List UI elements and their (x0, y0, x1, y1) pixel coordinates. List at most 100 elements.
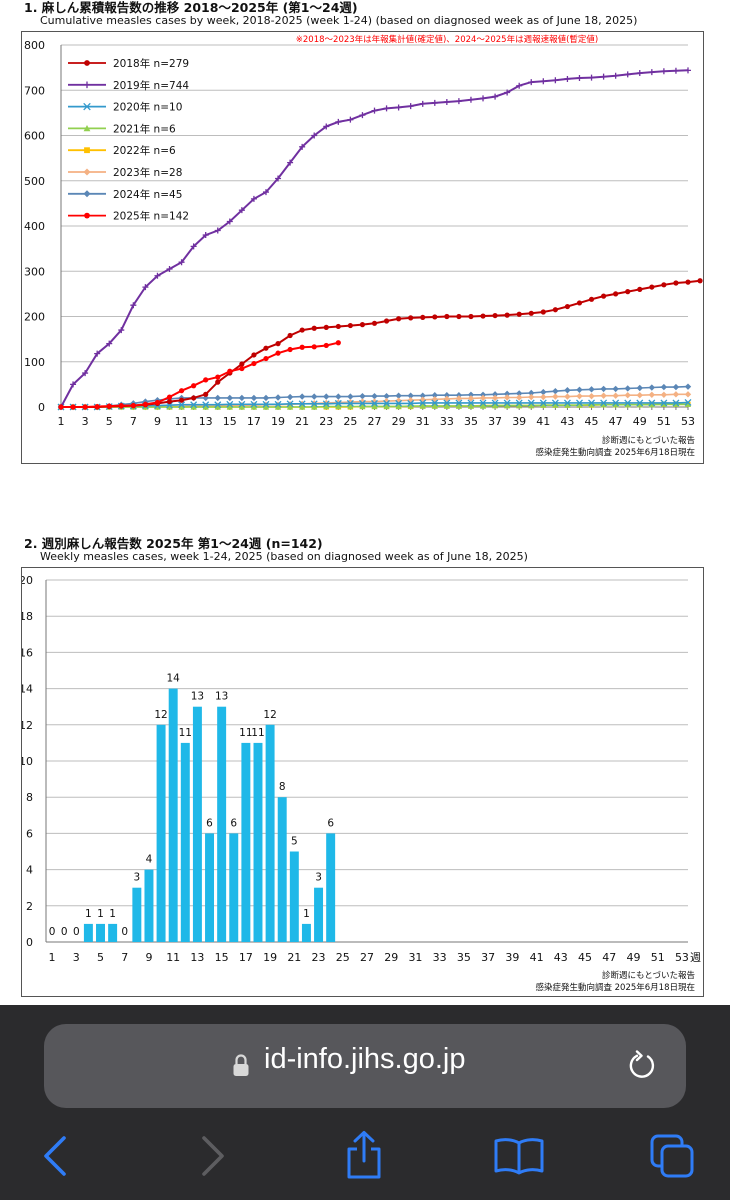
x-tick-label: 13 (199, 415, 213, 428)
bar (168, 688, 178, 942)
data-point (636, 70, 643, 77)
data-point (600, 293, 607, 299)
data-point (371, 399, 378, 407)
data-point (588, 74, 595, 81)
bar (314, 887, 324, 942)
data-point (94, 350, 101, 357)
data-point (82, 404, 88, 410)
forward-icon[interactable] (198, 1134, 228, 1178)
data-point (226, 394, 234, 402)
data-point (178, 397, 185, 403)
data-point (106, 403, 112, 409)
data-point (685, 67, 691, 74)
data-point (226, 400, 234, 408)
data-point (443, 99, 450, 106)
bar (205, 833, 215, 942)
data-point (191, 383, 197, 389)
bar-value-label: 1 (303, 908, 310, 920)
data-point (202, 401, 210, 409)
data-point (660, 401, 667, 407)
y-tick-label: 6 (26, 827, 33, 840)
data-point (94, 403, 100, 410)
data-point (262, 403, 270, 410)
data-point (202, 232, 209, 239)
bar-value-label: 1 (85, 908, 92, 920)
data-point (154, 272, 161, 279)
data-point (335, 403, 342, 410)
data-point (660, 383, 668, 391)
data-point (491, 402, 499, 409)
data-point (347, 393, 354, 400)
data-point (612, 385, 619, 393)
x-tick-label: 43 (560, 415, 574, 428)
address-bar[interactable] (44, 1024, 686, 1108)
data-point (359, 392, 366, 400)
bar (96, 923, 105, 942)
data-point (419, 402, 426, 409)
chart2-title: 2. 週別麻しん報告数 2025年 第1～24週 (n=142) (24, 536, 323, 551)
data-point (214, 403, 221, 410)
data-point (431, 99, 438, 106)
x-tick-label: 31 (408, 951, 422, 964)
tabs-icon[interactable] (648, 1132, 696, 1178)
data-point (467, 399, 475, 407)
data-point (467, 402, 475, 409)
series-line (60, 69, 689, 408)
data-point (323, 342, 329, 349)
share-icon[interactable] (342, 1130, 386, 1180)
data-point (286, 400, 294, 408)
data-point (636, 384, 643, 392)
data-point (552, 393, 559, 400)
data-point (299, 344, 305, 350)
data-point (383, 403, 390, 410)
data-point (82, 370, 89, 377)
data-point (226, 403, 233, 410)
data-point (540, 388, 547, 396)
data-point (395, 104, 402, 111)
data-point (624, 399, 632, 407)
x-tick-label: 17 (247, 415, 261, 428)
data-point (335, 393, 342, 400)
legend-label: 2021年 n=6 (113, 122, 176, 135)
x-tick-label: 41 (530, 951, 544, 964)
data-point (214, 401, 222, 409)
bar-value-label: 0 (121, 926, 128, 938)
data-point (191, 395, 197, 401)
data-point (323, 393, 330, 400)
data-point (588, 296, 595, 302)
data-point (648, 384, 656, 391)
data-point (552, 77, 559, 84)
url-text[interactable]: id-info.jihs.go.jp (264, 1043, 466, 1075)
data-point (203, 391, 209, 397)
data-point (600, 73, 607, 80)
data-point (311, 344, 317, 350)
data-point (444, 313, 450, 320)
y-tick-label: 800 (24, 39, 45, 52)
x-tick-label: 53 (681, 415, 695, 428)
chart1-title: 1. 麻しん累積報告数の推移 2018～2025年 (第1～24週) (24, 0, 358, 15)
back-icon[interactable] (40, 1134, 70, 1178)
x-tick-label: 5 (106, 415, 113, 428)
x-tick-label: 23 (312, 951, 326, 964)
x-tick-label: 17 (239, 951, 253, 964)
data-point (166, 403, 173, 410)
bar (289, 851, 299, 942)
x-tick-label: 45 (585, 415, 599, 428)
x-tick-label: 11 (175, 415, 189, 428)
data-point (311, 325, 317, 331)
data-point (383, 392, 390, 400)
data-point (564, 387, 571, 394)
data-point (479, 399, 487, 407)
data-point (395, 399, 403, 407)
data-point (612, 392, 619, 399)
reload-icon[interactable] (626, 1050, 658, 1082)
bar-value-label: 6 (230, 817, 237, 829)
data-point (70, 404, 76, 410)
x-tick-label: 43 (554, 951, 568, 964)
bookmarks-icon[interactable] (492, 1136, 546, 1176)
data-point (287, 346, 293, 353)
data-point (672, 401, 680, 407)
data-point (419, 392, 426, 399)
data-point (214, 394, 221, 402)
